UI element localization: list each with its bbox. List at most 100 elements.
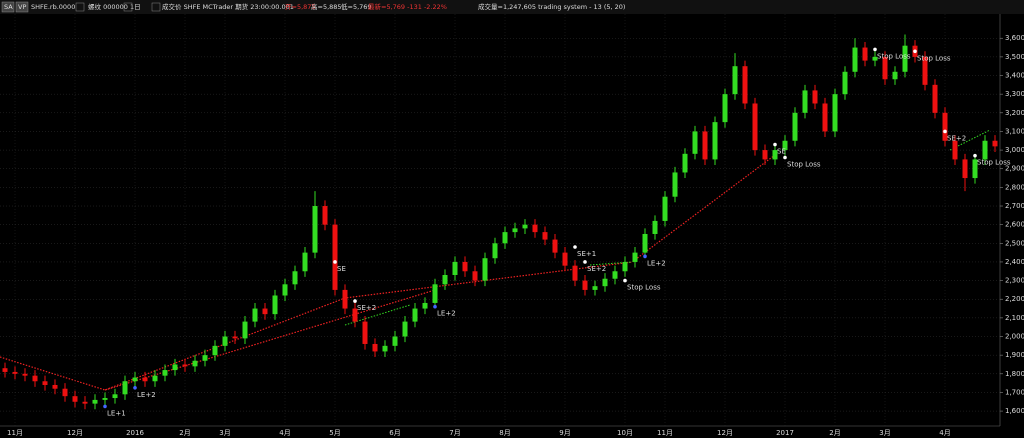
y-tick-label: 2,600 [1005, 221, 1024, 229]
trade-marker [333, 260, 337, 264]
x-tick-label: 2017 [776, 429, 794, 437]
candle-body [142, 377, 148, 382]
trade-marker [973, 153, 977, 158]
trade-label: Stop Loss [627, 284, 661, 292]
x-tick-label: 6月 [389, 429, 400, 437]
candle-body [172, 364, 178, 371]
y-tick-label: 3,000 [1005, 146, 1024, 154]
candle-body [42, 381, 48, 385]
toolbar [0, 0, 1024, 14]
candle-body [652, 220, 658, 234]
x-tick-label: 8月 [499, 429, 510, 437]
trade-label: SE [777, 147, 786, 155]
candle-body [982, 140, 988, 160]
candle-body [22, 373, 28, 376]
candle-body [112, 394, 118, 399]
candle-body [52, 384, 58, 389]
candle-body [482, 258, 488, 281]
candle-body [72, 396, 78, 402]
candle-body [782, 140, 788, 151]
x-tick-label: 11月 [657, 429, 673, 437]
candle-body [322, 206, 328, 225]
trade-marker [133, 385, 137, 390]
y-tick-label: 3,600 [1005, 34, 1024, 42]
x-tick-label: 2016 [126, 429, 144, 437]
candle-body [312, 206, 318, 253]
candle-body [372, 343, 378, 352]
x-tick-label: 11月 [7, 429, 23, 437]
candle-body [732, 66, 738, 95]
trade-marker [943, 129, 947, 134]
candle-body [232, 336, 238, 339]
candle-body [742, 66, 748, 104]
candle-body [422, 302, 428, 309]
candle-body [962, 159, 968, 179]
candle-body [102, 398, 108, 400]
candle-body [12, 371, 18, 374]
candle-body [332, 224, 338, 290]
candle-body [162, 370, 168, 376]
trade-label: Stop Loss [917, 54, 951, 62]
label: VP [18, 3, 26, 11]
candle-body [502, 232, 508, 244]
candle-body [262, 308, 268, 315]
candle-body [282, 284, 288, 296]
button[interactable] [151, 2, 161, 12]
button[interactable] [75, 2, 85, 12]
x-tick-label: 9月 [559, 429, 570, 437]
candle-body [622, 261, 628, 272]
trend-line [344, 304, 411, 326]
trade-marker [583, 260, 587, 264]
candle-body [32, 375, 38, 382]
x-tick-label: 2月 [179, 429, 190, 437]
y-tick-label: 3,400 [1005, 72, 1024, 80]
trade-label: SE+1 [577, 250, 596, 258]
candle-body [392, 336, 398, 346]
candle-body [152, 375, 158, 382]
open: 开=5,875 [285, 3, 316, 11]
label: SA [4, 3, 13, 11]
candle-body [662, 196, 668, 221]
candle-body [992, 140, 998, 147]
candle-body [542, 232, 548, 240]
candle-body [382, 345, 388, 352]
button[interactable] [123, 2, 133, 12]
button[interactable] [15, 1, 29, 13]
y-tick-label: 2,700 [1005, 202, 1024, 210]
candle-body [512, 228, 518, 233]
candle-body [462, 261, 468, 272]
x-tick-label: 3月 [879, 429, 890, 437]
low: 低=5,769 [341, 2, 372, 11]
button[interactable] [1, 1, 15, 13]
candle-body [352, 308, 358, 322]
candle-body [342, 289, 348, 309]
y-tick-label: 2,400 [1005, 258, 1024, 266]
candle-body [572, 265, 578, 281]
candle-body [832, 94, 838, 132]
candle-body [242, 321, 248, 339]
y-tick-label: 2,300 [1005, 277, 1024, 285]
candle-body [222, 336, 228, 346]
candle-body [692, 131, 698, 154]
candle-body [892, 71, 898, 80]
candle-body [132, 377, 138, 382]
candle-body [442, 274, 448, 285]
candle-body [202, 355, 208, 361]
candle-body [682, 153, 688, 173]
candle-body [612, 271, 618, 279]
symbol: SHFE.rb.0000 [31, 3, 75, 11]
candle-body [672, 172, 678, 197]
trade-label: SE [337, 265, 346, 273]
y-tick-label: 2,800 [1005, 183, 1024, 191]
candle-body [712, 122, 718, 160]
x-tick-label: 5月 [329, 429, 340, 437]
candle-body [932, 84, 938, 113]
y-tick-label: 2,100 [1005, 314, 1024, 322]
candle-body [812, 90, 818, 104]
candle-body [492, 243, 498, 259]
x-tick-label: 3月 [219, 429, 230, 437]
candle-body [302, 252, 308, 272]
x-tick-label: 7月 [449, 429, 460, 437]
candle-body [592, 286, 598, 290]
candle-body [752, 103, 758, 151]
